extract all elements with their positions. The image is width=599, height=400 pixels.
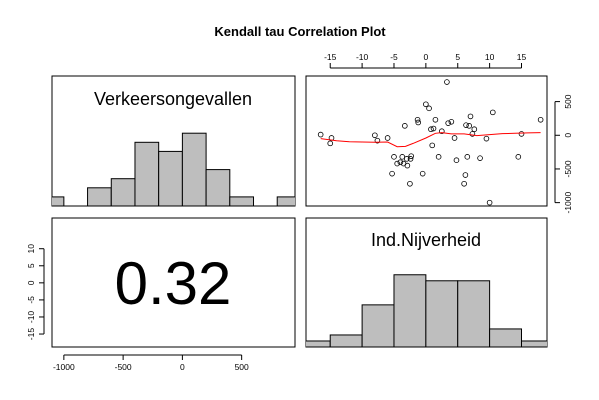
scatter-point (384, 135, 391, 141)
top-axis-tick-label: 15 (517, 52, 527, 62)
left-axis-tick-label: 0 (26, 280, 36, 285)
right-axis-tick-label: -1000 (563, 191, 573, 213)
scatter-point (432, 116, 439, 123)
top-axis-tick-label: -5 (390, 52, 398, 62)
panel-scatter (305, 75, 548, 207)
scatter-point (466, 123, 473, 129)
scatter-point (327, 140, 334, 147)
scatter-point (490, 109, 496, 116)
hist1-bar (158, 150, 183, 206)
label-ind-nijverheid: Ind.Nijverheid (371, 230, 481, 250)
scatter-point (483, 135, 490, 142)
scatter-point (518, 131, 525, 137)
hist2-bars (306, 274, 547, 347)
scatter-point (391, 154, 397, 160)
hist1-bars (52, 132, 295, 206)
correlation-value: 0.32 (115, 250, 232, 317)
panel-correlation (51, 217, 296, 348)
scatter-point (464, 154, 471, 160)
hist1-bar (229, 196, 255, 206)
top-axis-tick-label: 5 (455, 52, 460, 62)
scatter-point (429, 142, 436, 149)
scatter-point (317, 131, 324, 138)
scatter-points (317, 79, 544, 206)
bottom-axis-tick-label: -1000 (53, 362, 75, 372)
hist2-bar (393, 274, 427, 347)
scatter-point (426, 105, 432, 112)
scatter-point (374, 137, 381, 144)
left-axis-tick-label: 10 (26, 244, 36, 254)
axes: -15 -10 -5 0 5 10 15 -1000 -500 0 500 -15 -10 -5 0 5 10 -… (26, 52, 573, 372)
hist2-bar (489, 328, 522, 347)
left-axis-tick-label: 5 (26, 263, 36, 268)
scatter-point (467, 113, 474, 120)
scatter-point (403, 156, 410, 162)
scatter-point (372, 132, 378, 139)
scatter-point (439, 128, 445, 135)
hist1-bar (181, 132, 207, 206)
scatter-point (445, 120, 451, 126)
left-axis-tick-label: -15 (26, 328, 36, 341)
scatter-point (451, 135, 458, 141)
scatter-point (402, 123, 408, 129)
hist-verkeersongevallen-bars (52, 132, 295, 206)
hist2-bar (457, 280, 491, 347)
hist2-bar (520, 340, 547, 347)
top-axis-tick-label: 10 (485, 52, 495, 62)
scatter-point (389, 170, 395, 177)
scatter-point (515, 154, 522, 160)
scatter-point (407, 156, 414, 162)
bottom-axis-tick-label: 500 (235, 362, 249, 372)
scatter-point (537, 116, 544, 123)
hist-ind-nijverheid-bars (306, 274, 547, 347)
hist2-bar (329, 334, 363, 347)
scatter-point (453, 157, 460, 163)
scatter-point (397, 159, 404, 166)
scatter-point (394, 160, 400, 167)
label-verkeersongevallen: Verkeersongevallen (94, 89, 252, 109)
hist1-bar (110, 178, 136, 206)
scatter-point (463, 122, 469, 128)
smooth-line (320, 132, 541, 148)
chart-title: Kendall tau Correlation Plot (214, 24, 386, 39)
scatter-point (414, 116, 421, 123)
scatter-point (407, 180, 413, 187)
right-axis-tick-label: -500 (563, 160, 573, 177)
scatter-point (415, 119, 422, 126)
scatter-point (430, 125, 437, 132)
scatter-point (419, 170, 426, 177)
left-axis-tick-label: -5 (26, 296, 36, 304)
right-axis-tick-label: 500 (563, 94, 573, 108)
top-axis-tick-label: 0 (423, 52, 428, 62)
hist1-bar (205, 169, 231, 206)
scatter-point (462, 172, 469, 178)
scatter-point (471, 126, 478, 133)
hist1-bar (276, 196, 295, 206)
hist2-bar (425, 280, 459, 347)
scatter-point (423, 101, 429, 108)
scatter-point (404, 162, 411, 169)
bottom-axis-tick-label: -500 (115, 362, 132, 372)
scatter-point (399, 154, 406, 160)
scatter-point (469, 131, 476, 137)
hist2-bar (361, 304, 395, 347)
hist1-bar (87, 187, 112, 206)
hist1-bar (52, 196, 65, 206)
scatter-point (461, 180, 467, 187)
bottom-axis-tick-label: 0 (180, 362, 185, 372)
scatter-point (444, 79, 450, 85)
top-axis-tick-label: -15 (324, 52, 337, 62)
scatter-point (448, 119, 455, 125)
hist2-bar (306, 340, 331, 347)
hist1-bar (134, 141, 160, 206)
top-axis-tick-label: -10 (356, 52, 369, 62)
scatter-point (477, 155, 483, 161)
scatter-point (486, 199, 493, 206)
right-axis-tick-label: 0 (563, 133, 573, 138)
scatter-point (435, 154, 442, 160)
left-axis-tick-label: -10 (26, 311, 36, 324)
scatter-point (408, 153, 414, 159)
scatter-point (428, 126, 434, 133)
